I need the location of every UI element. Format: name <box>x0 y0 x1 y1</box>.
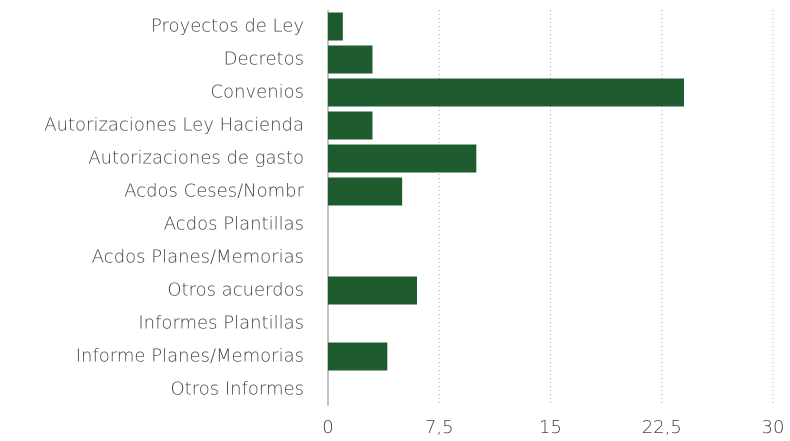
y-tick-label: Otros acuerdos <box>167 280 304 301</box>
y-tick-label: Proyectos de Ley <box>151 16 304 37</box>
bar <box>328 111 373 140</box>
bar <box>328 78 684 107</box>
y-tick-label: Acdos Plantillas <box>164 214 304 235</box>
y-tick-label: Informe Planes/Memorias <box>76 346 304 367</box>
y-tick-label: Convenios <box>210 82 304 103</box>
bar <box>328 45 373 74</box>
bar <box>328 342 388 371</box>
bar <box>328 12 343 41</box>
y-tick-label: Acdos Ceses/Nombr <box>124 181 304 202</box>
x-tick-label: 22,5 <box>642 417 682 438</box>
x-tick-label: 7,5 <box>425 417 454 438</box>
y-tick-label: Acdos Planes/Memorias <box>92 247 304 268</box>
y-tick-label: Autorizaciones Ley Hacienda <box>44 115 304 136</box>
x-tick-label: 0 <box>322 417 333 438</box>
bar <box>328 177 403 206</box>
y-tick-label: Decretos <box>224 49 304 70</box>
y-tick-label: Informes Plantillas <box>138 313 304 334</box>
y-tick-label: Autorizaciones de gasto <box>88 148 304 169</box>
x-tick-label: 30 <box>762 417 785 438</box>
bar <box>328 144 477 173</box>
x-tick-label: 15 <box>539 417 562 438</box>
y-tick-label: Otros Informes <box>171 379 304 400</box>
bar <box>328 276 417 305</box>
